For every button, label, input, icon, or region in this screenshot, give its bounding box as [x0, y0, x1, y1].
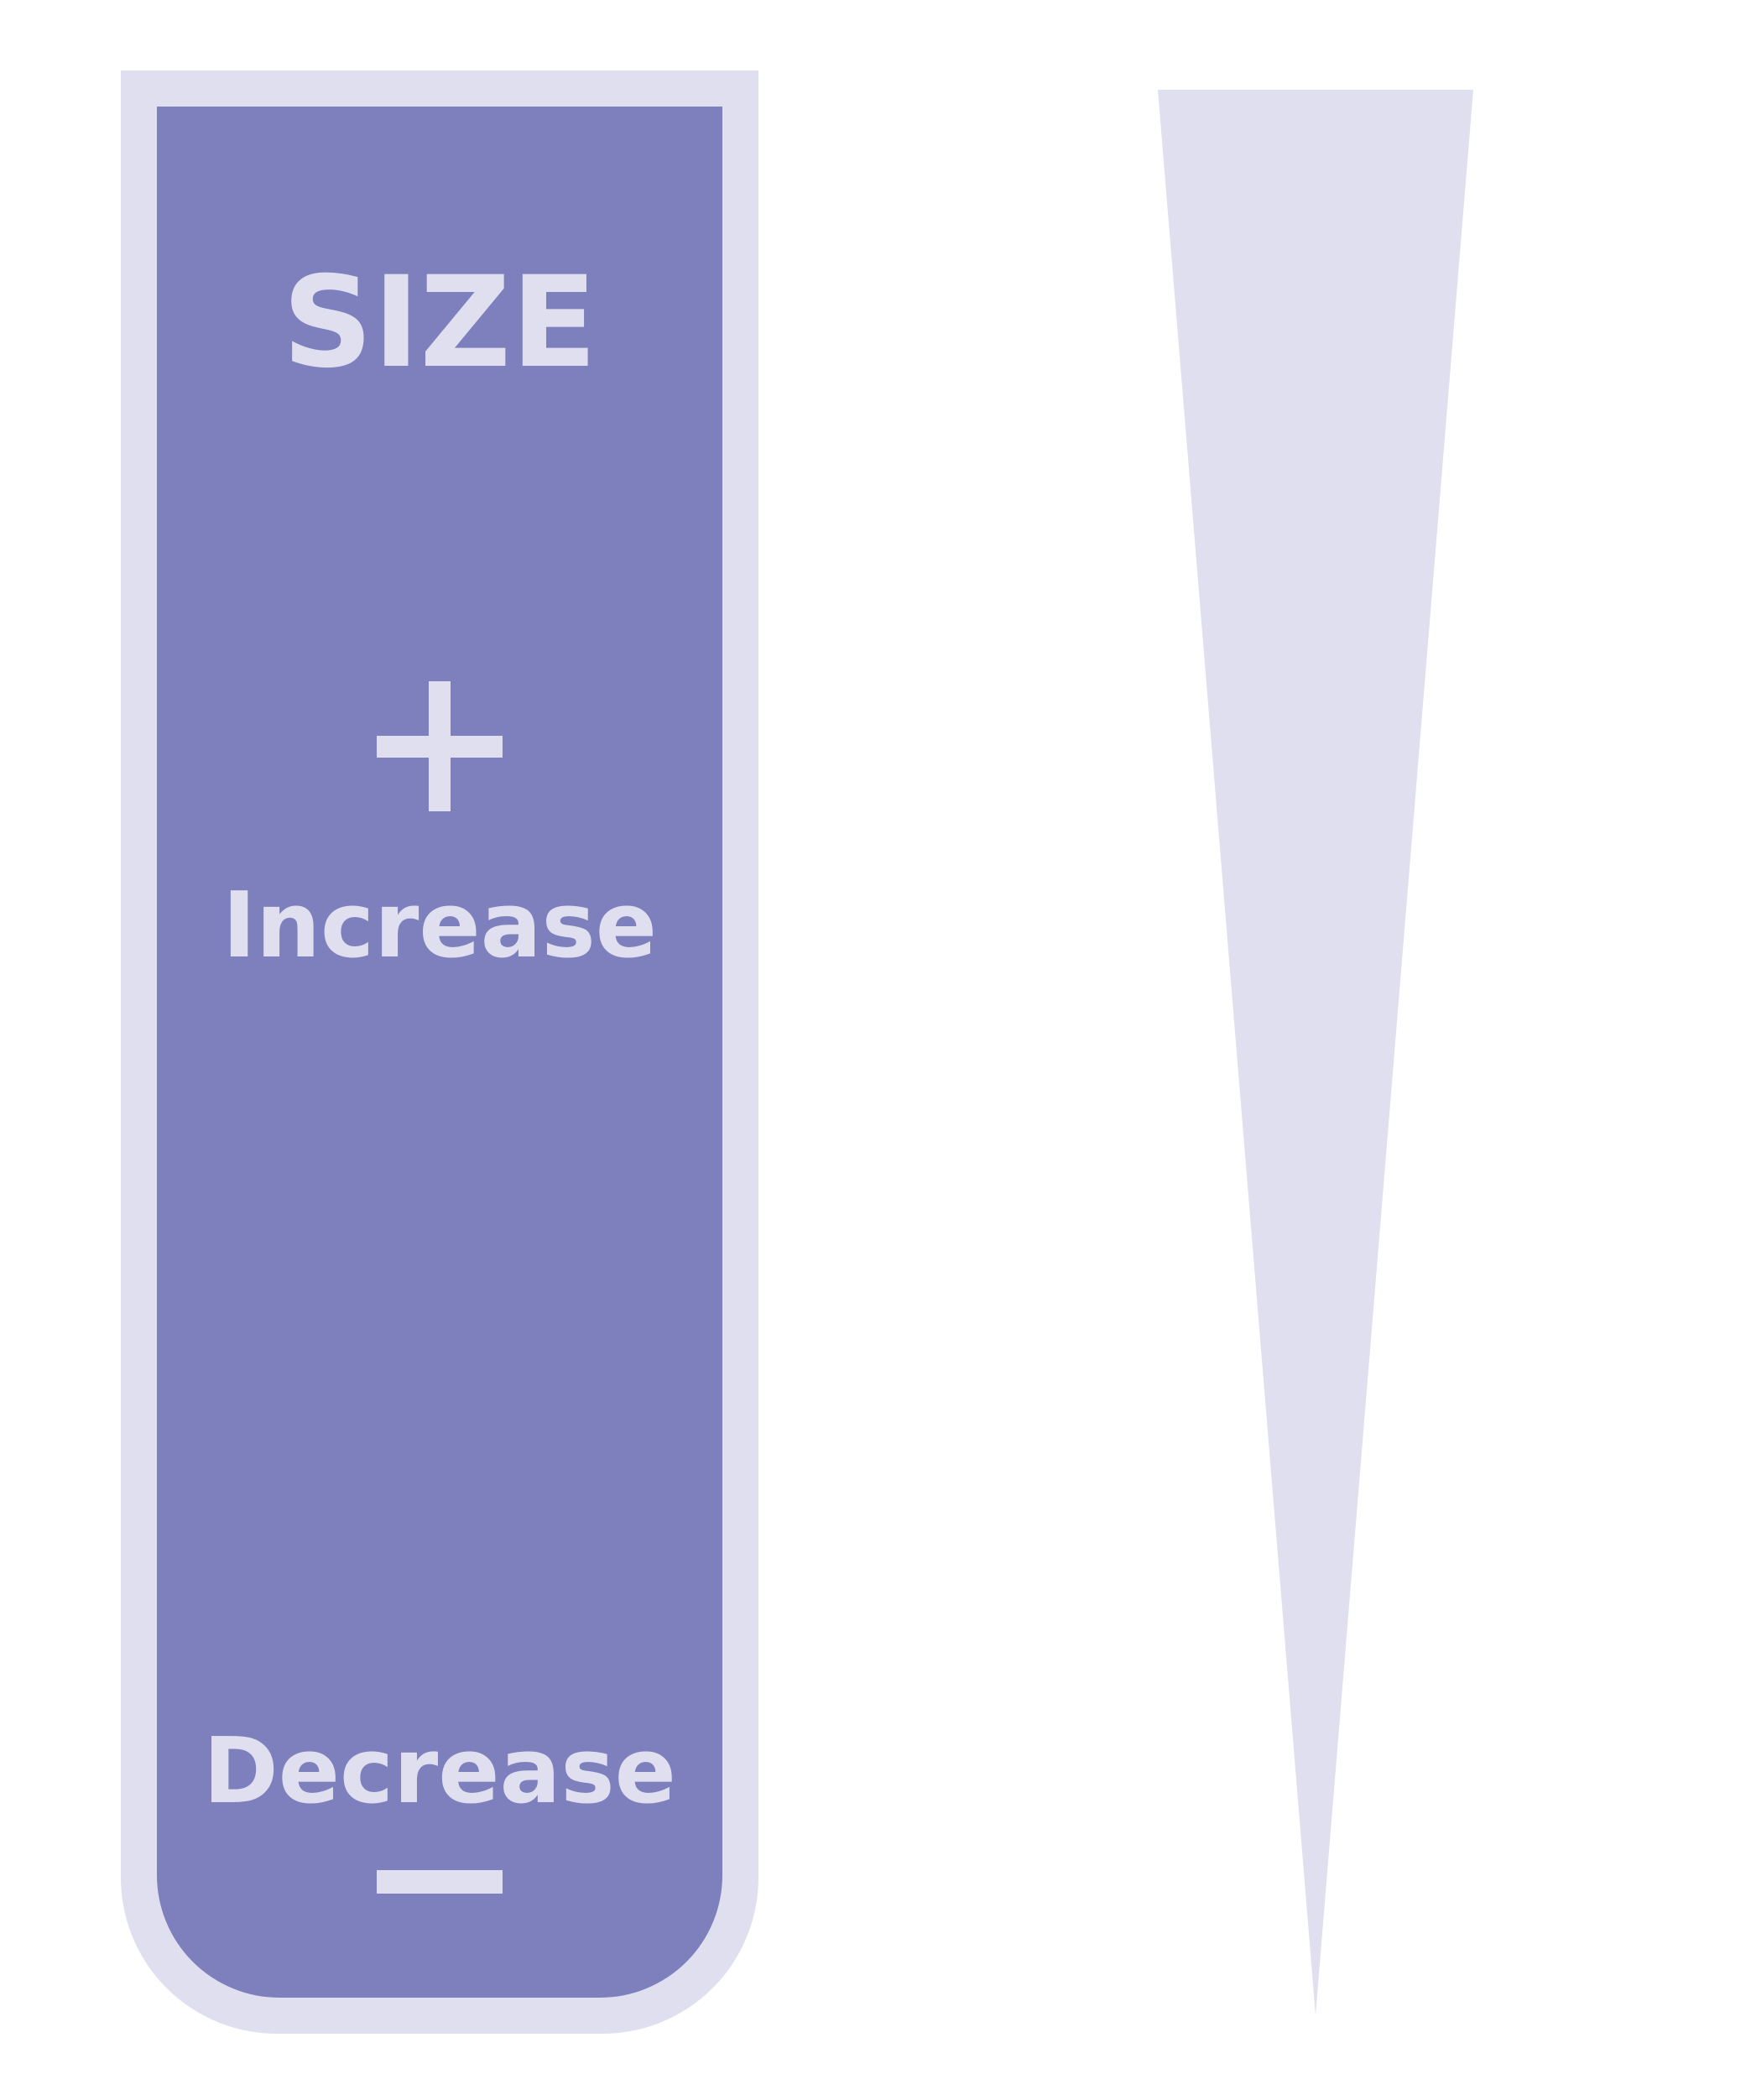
- decrease-label: Decrease: [203, 1719, 676, 1824]
- minus-icon: [377, 1870, 503, 1894]
- increase-label: Increase: [221, 873, 657, 978]
- size-scale-wedge: [1158, 90, 1473, 2015]
- plus-icon-vertical-bar: [429, 681, 451, 811]
- size-title: SIZE: [282, 250, 597, 396]
- plus-icon: [377, 681, 503, 811]
- wedge-shape: [1158, 90, 1473, 2015]
- size-panel: [157, 107, 722, 1998]
